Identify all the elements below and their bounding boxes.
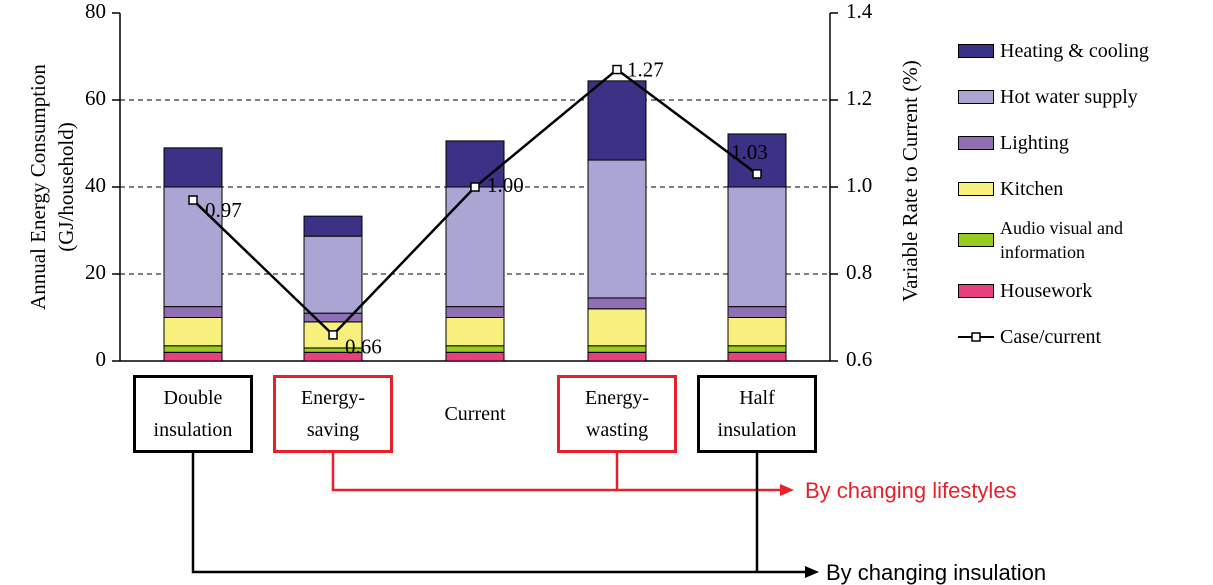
legend-item: Case/current [958,314,1208,360]
legend-item: Lighting [958,120,1208,166]
bar-segment [587,297,647,310]
bar-segment [303,215,363,237]
legend-item: Hot water supply [958,74,1208,120]
bar-segment [163,147,223,188]
y2-tick-label: 1.4 [846,0,873,23]
bar-segment [163,317,223,347]
legend-label: Case/current [1000,325,1102,348]
y-axis-title: Annual Energy Consumption [26,64,50,310]
bar-segment [727,186,787,308]
legend-swatch [958,90,994,104]
legend-swatch [958,182,994,196]
bar-segment [727,345,787,353]
bar-segment [587,351,647,362]
data-label: 1.27 [627,57,664,81]
bar-segment [163,306,223,318]
bar-segment [445,317,505,347]
legend-item: Housework [958,268,1208,314]
connectors [191,453,819,578]
legend-label: Hot water supply [1000,85,1138,108]
category-label: Energy-wasting [557,375,677,453]
data-label: 0.66 [345,335,382,359]
legend: Heating & cooling Hot water supply Lightin… [958,28,1208,360]
legend-swatch [958,233,994,247]
bar-segment [587,345,647,353]
legend-label: Housework [1000,279,1093,302]
line-marker [328,330,338,340]
bar-segment [587,159,647,299]
bar-segment [445,306,505,318]
bar-segment [445,345,505,353]
bar-segment [163,186,223,308]
y-tick-label: 40 [85,173,106,197]
legend-label: Lighting [1000,131,1069,154]
y-tick-label: 80 [85,0,106,23]
bar-segment [163,345,223,353]
bar-segment [587,80,647,161]
arrow-head [780,484,794,496]
data-label: 1.00 [487,173,524,197]
insulation-connector [191,453,808,574]
legend-item: Kitchen [958,166,1208,212]
y-axis-title: (GJ/household) [54,122,78,252]
legend-label: Audio visual and information [1000,218,1123,262]
legend-swatch [958,332,994,342]
category-label: Half insulation [697,375,817,453]
y-tick-label: 60 [85,86,106,110]
arrow-head [805,566,819,578]
legend-item: Audio visual and information [958,212,1208,268]
lifestyle-connector [331,453,783,492]
y2-axis-title: Variable Rate to Current (%) [898,60,922,301]
line-marker [752,169,762,179]
y2-tick-label: 1.0 [846,173,872,197]
annotation: By changing lifestyles [805,478,1017,503]
bar-segment [445,351,505,362]
line-marker [470,182,480,192]
data-label: 0.97 [205,198,242,222]
legend-swatch [958,44,994,58]
y2-tick-label: 0.6 [846,347,872,371]
line-marker [612,64,622,75]
y-tick-label: 20 [85,260,106,284]
bar-segment [445,186,505,308]
y2-tick-label: 1.2 [846,86,872,110]
legend-label: Kitchen [1000,177,1064,200]
data-label: 1.03 [731,140,768,164]
legend-marker [971,332,981,342]
category-label: Energy-saving [273,375,393,453]
y-tick-label: 0 [96,347,107,371]
bar-segment [303,235,363,314]
legend-item: Heating & cooling [958,28,1208,74]
legend-swatch [958,284,994,298]
annotation: By changing insulation [826,560,1047,585]
bar-segment [163,351,223,362]
legend-swatch [958,136,994,150]
bar-segment [727,306,787,318]
category-label: Current [444,403,506,425]
bar-segment [727,317,787,347]
y2-tick-label: 0.8 [846,260,872,284]
category-label: Double insulation [133,375,253,453]
bar-segment [587,308,647,347]
bar-segment [727,351,787,362]
legend-label: Heating & cooling [1000,39,1149,62]
line-marker [188,195,198,205]
